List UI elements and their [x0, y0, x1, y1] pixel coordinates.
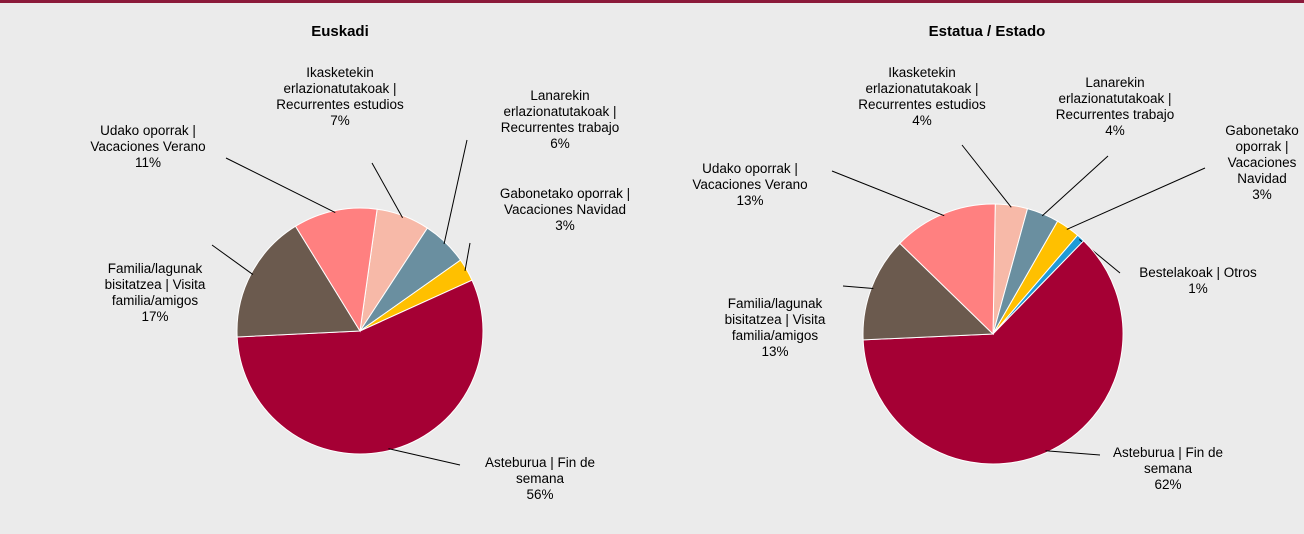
- value-label: 62%: [1154, 477, 1182, 492]
- pie-slice: [862, 240, 1124, 465]
- leader-line: [464, 242, 471, 271]
- slice-label: Ikasketekin erlazionatutakoak | Recurren…: [847, 65, 997, 129]
- category-label: Familia/lagunak bisitatzea | Visita fami…: [104, 261, 206, 308]
- leader-line: [388, 448, 461, 466]
- value-label: 3%: [555, 218, 575, 233]
- charts: [211, 139, 1206, 466]
- slice-label: Bestelakoak | Otros 1%: [1113, 265, 1283, 297]
- pie-slice: [899, 203, 996, 336]
- leader-line: [1045, 450, 1101, 456]
- value-label: 17%: [141, 309, 169, 324]
- value-label: 4%: [912, 113, 932, 128]
- leader-line: [211, 244, 254, 275]
- category-label: Lanarekin erlazionatutakoak | Recurrente…: [1055, 75, 1175, 122]
- pie-slice: [862, 242, 995, 341]
- chart-title: Estatua / Estado: [928, 23, 1046, 40]
- leader-line: [371, 162, 404, 218]
- leader-line: [842, 285, 874, 290]
- category-label: Familia/lagunak bisitatzea | Visita fami…: [724, 296, 826, 343]
- value-label: 7%: [330, 113, 350, 128]
- category-label: Gabonetako oporrak | Vacaciones Navidad: [499, 186, 631, 217]
- value-label: 56%: [526, 487, 554, 502]
- pie-slice: [236, 279, 484, 455]
- slice-label: Asteburua | Fin de semana 62%: [1093, 445, 1243, 493]
- pie-slice: [294, 207, 378, 333]
- slice-label: Familia/lagunak bisitatzea | Visita fami…: [700, 296, 850, 360]
- chart-title: Euskadi: [311, 23, 369, 40]
- leader-line: [1041, 155, 1109, 217]
- slice-label: Lanarekin erlazionatutakoak | Recurrente…: [480, 88, 640, 152]
- value-label: 13%: [761, 344, 789, 359]
- category-label: Bestelakoak | Otros: [1139, 265, 1257, 280]
- slice-label: Familia/lagunak bisitatzea | Visita fami…: [80, 261, 230, 325]
- category-label: Asteburua | Fin de semana: [1112, 445, 1224, 476]
- category-label: Lanarekin erlazionatutakoak | Recurrente…: [500, 88, 620, 135]
- slice-label: Ikasketekin erlazionatutakoak | Recurren…: [265, 65, 415, 129]
- leader-line: [1066, 167, 1206, 230]
- category-label: Udako oporrak | Vacaciones Verano: [692, 161, 808, 192]
- value-label: 1%: [1188, 281, 1208, 296]
- leader-line: [225, 157, 336, 214]
- value-label: 13%: [736, 193, 764, 208]
- leader-line: [443, 139, 468, 245]
- category-label: Gabonetako oporrak | Vacaciones Navidad: [1225, 123, 1299, 186]
- leader-line: [831, 170, 945, 217]
- category-label: Ikasketekin erlazionatutakoak | Recurren…: [858, 65, 986, 112]
- leader-line: [961, 144, 1012, 208]
- slice-label: Gabonetako oporrak | Vacaciones Navidad 3…: [1215, 123, 1304, 203]
- slice-label: Asteburua | Fin de semana 56%: [465, 455, 615, 503]
- category-label: Udako oporrak | Vacaciones Verano: [90, 123, 206, 154]
- slice-label: Lanarekin erlazionatutakoak | Recurrente…: [1035, 75, 1195, 139]
- category-label: Asteburua | Fin de semana: [484, 455, 596, 486]
- slice-label: Udako oporrak | Vacaciones Verano 13%: [670, 161, 830, 209]
- value-label: 4%: [1105, 123, 1125, 138]
- value-label: 6%: [550, 136, 570, 151]
- slice-label: Gabonetako oporrak | Vacaciones Navidad 3…: [483, 186, 648, 234]
- category-label: Ikasketekin erlazionatutakoak | Recurren…: [276, 65, 404, 112]
- value-label: 11%: [134, 155, 162, 170]
- slice-label: Udako oporrak | Vacaciones Verano 11%: [68, 123, 228, 171]
- value-label: 3%: [1252, 187, 1272, 202]
